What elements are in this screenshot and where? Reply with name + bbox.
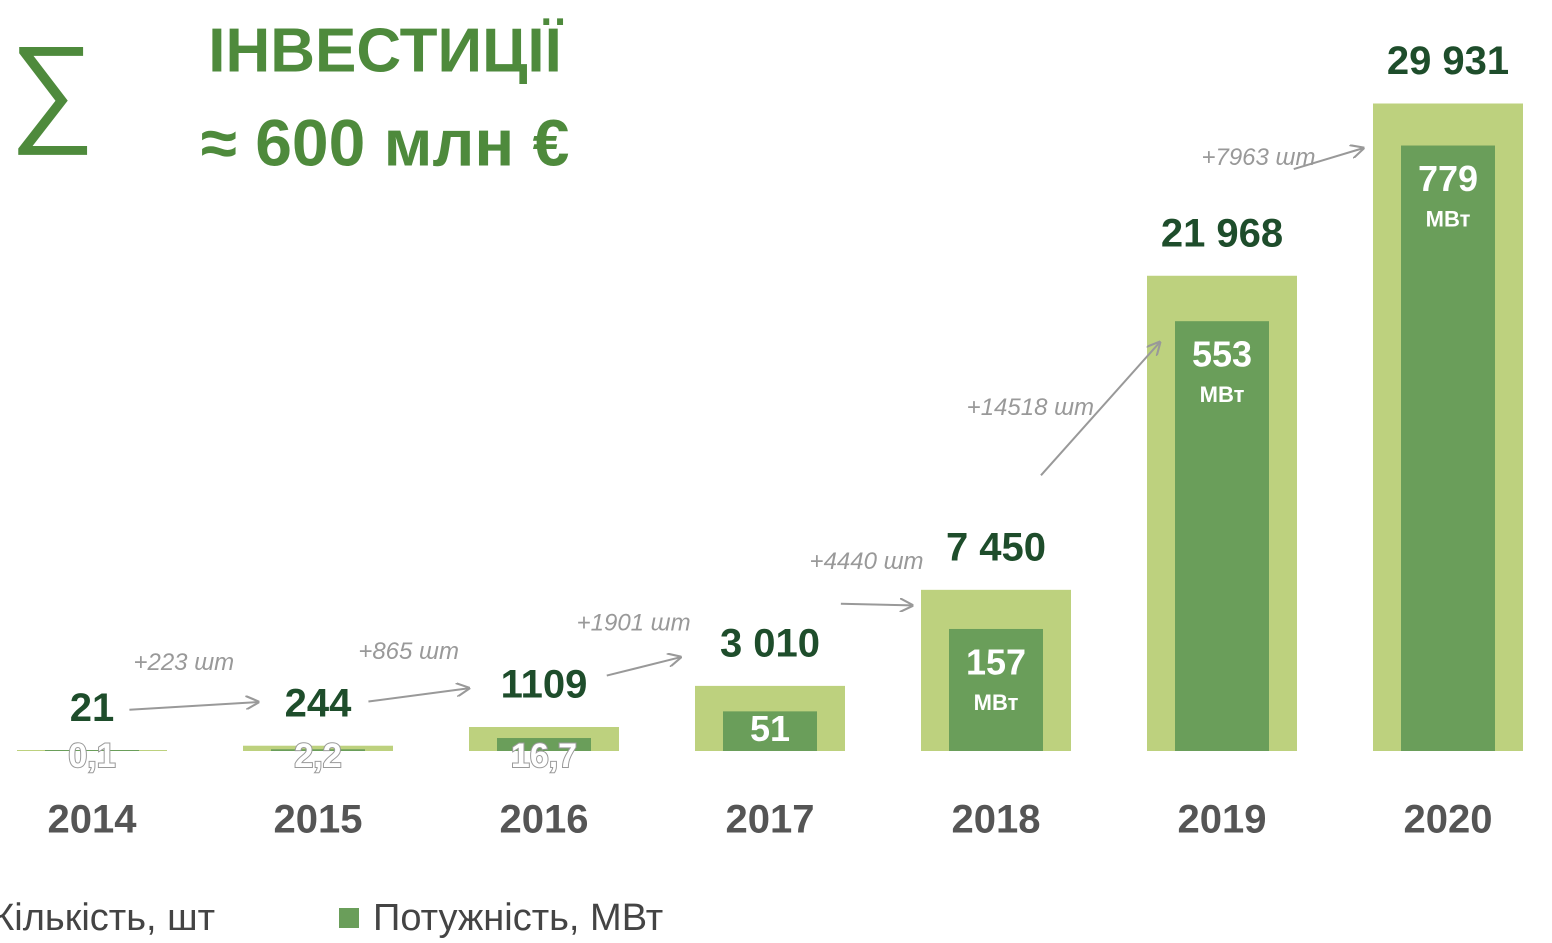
power-bar: [723, 711, 817, 751]
x-tick-label: 2017: [726, 798, 815, 842]
power-label: 553: [1192, 334, 1252, 375]
growth-arrow: [1293, 148, 1363, 171]
count-label: 29 931: [1387, 39, 1509, 83]
growth-annotation: +223 шт: [133, 649, 234, 676]
legend-label: Потужність, МВт: [373, 897, 663, 939]
power-label: 779: [1418, 158, 1478, 199]
growth-annotation: +865 шт: [358, 638, 459, 665]
count-label: 1109: [501, 663, 588, 707]
power-bar: [45, 750, 139, 751]
growth-arrow: [840, 604, 912, 606]
power-bar: [949, 628, 1043, 751]
x-tick-label: 2016: [500, 798, 589, 842]
power-label: 2,2: [294, 737, 341, 775]
sigma: ∑: [9, 22, 95, 156]
growth-arrow: [129, 702, 258, 711]
x-tick-label: 2015: [274, 798, 363, 842]
legend-swatch: [339, 908, 359, 928]
chart-subtitle: ≈ 600 млн €: [201, 105, 570, 179]
growth-annotation: +7963 шт: [1201, 144, 1315, 171]
growth-arrow: [1040, 342, 1160, 476]
count-label: 21: [70, 686, 115, 730]
x-tick-label: 2020: [1404, 798, 1493, 842]
x-tick-label: 2018: [952, 798, 1041, 842]
growth-arrow: [606, 657, 681, 677]
x-tick-label: 2019: [1178, 798, 1267, 842]
power-unit: МВт: [974, 690, 1019, 715]
chart-title: ІНВЕСТИЦІЇ: [208, 16, 563, 85]
power-bar: [271, 749, 365, 751]
power-unit: МВт: [1200, 382, 1245, 407]
x-tick-label: 2014: [48, 798, 138, 842]
growth-annotation: +1901 шт: [577, 610, 691, 637]
power-label: 51: [750, 708, 790, 749]
power-label: 157: [966, 641, 1026, 682]
count-label: 244: [285, 681, 352, 725]
count-bar: [243, 745, 393, 751]
growth-annotation: +14518 шт: [967, 394, 1094, 421]
power-label: 0,1: [68, 737, 115, 775]
power-label: 16,7: [511, 737, 577, 775]
count-label: 3 010: [720, 621, 820, 665]
count-label: 7 450: [946, 525, 1046, 569]
legend-label: Кількість, шт: [0, 897, 215, 939]
power-bar: [1401, 145, 1495, 751]
growth-annotation: +4440 шт: [810, 548, 924, 575]
power-unit: МВт: [1426, 206, 1471, 231]
count-label: 21 968: [1161, 211, 1283, 255]
growth-arrow: [368, 688, 468, 703]
power-bar: [497, 738, 591, 751]
power-bar: [1175, 321, 1269, 751]
